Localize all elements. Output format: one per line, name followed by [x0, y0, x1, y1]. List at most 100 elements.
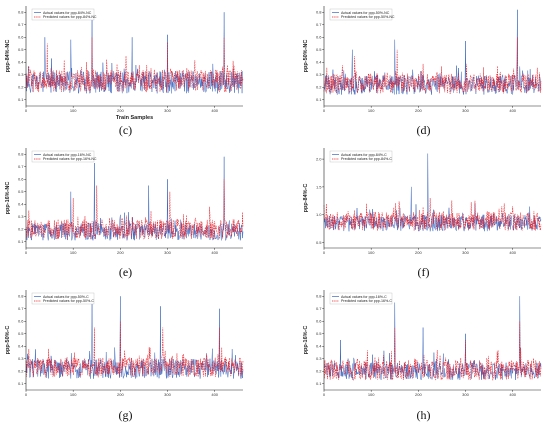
series-line-predicted [25, 321, 244, 378]
y-axis-label: ppp-16%-NC [5, 182, 11, 215]
y-tick-label: 0.2 [18, 85, 24, 90]
chart-panel-e: 0 100 200 300 400 0.1 0.2 0.3 0.4 0.5 0.6 0.7 0.8 ppp… [4, 144, 247, 282]
x-tick-label: 300 [164, 392, 171, 397]
y-tick-label: 0.1 [316, 97, 322, 102]
y-tick-label: 0.2 [316, 85, 322, 90]
x-tick-label: 0 [323, 392, 326, 397]
x-tick-label: 400 [211, 108, 218, 113]
y-tick-label: 0.6 [316, 319, 322, 324]
y-tick-label: 0.1 [18, 381, 24, 386]
y-tick-label: 0.2 [18, 227, 24, 232]
x-tick-label: 100 [368, 392, 375, 397]
y-tick-label: 0.3 [316, 72, 322, 77]
x-tick-label: 0 [25, 250, 28, 255]
x-tick-label: 200 [415, 108, 422, 113]
y-tick-label: 0.7 [316, 306, 322, 311]
y-tick-label: 0.6 [18, 35, 24, 40]
chart-panel-c: 0 100 200 300 400 0.1 0.2 0.3 0.4 0.5 0.6 0.7 0.8 Tra… [4, 2, 247, 140]
y-tick-label: 0.4 [316, 344, 322, 349]
axis-frame [323, 6, 541, 107]
y-tick-label: 0.5 [18, 189, 24, 194]
x-tick-label: 400 [211, 250, 218, 255]
x-tick-label: 100 [368, 108, 375, 113]
y-tick-label: 0.8 [316, 10, 322, 15]
chart-caption-h: (h) [416, 408, 431, 422]
chart-caption-d: (d) [416, 123, 431, 137]
chart-svg-f: 0 100 200 300 400 0.5 1.0 1.5 2.0 ppp-84%-C Actual… [303, 148, 542, 255]
legend-box [329, 292, 393, 305]
x-tick-label: 200 [415, 250, 422, 255]
y-tick-label: 0.4 [18, 344, 24, 349]
axis-frame [25, 6, 243, 107]
x-tick-label: 400 [509, 108, 516, 113]
x-tick-label: 200 [117, 250, 124, 255]
x-tick-label: 100 [368, 250, 375, 255]
y-tick-label: 0.2 [18, 369, 24, 374]
y-tick-label: 0.3 [18, 214, 24, 219]
y-tick-label: 0.1 [18, 97, 24, 102]
axis-frame [323, 148, 541, 249]
legend-box [329, 8, 393, 21]
legend-entry: Predicted values for ppp-84%-C [341, 157, 392, 161]
x-tick-label: 100 [70, 250, 77, 255]
legend-box [31, 292, 95, 305]
series-line-predicted [323, 37, 542, 94]
y-tick-label: 0.5 [316, 331, 322, 336]
legend-entry: Actual values for ppp-16%-NC [43, 153, 92, 157]
legend-box [329, 150, 393, 163]
y-tick-label: 0.4 [18, 60, 24, 65]
chart-svg-c: 0 100 200 300 400 0.1 0.2 0.3 0.4 0.5 0.6 0.7 0.8 Tra… [5, 6, 244, 121]
y-tick-label: 0.7 [18, 164, 24, 169]
chart-panel-d: 0 100 200 300 400 0.1 0.2 0.3 0.4 0.5 0.6 0.7 0.8 ppp… [302, 2, 545, 140]
y-tick-label: 0.8 [18, 10, 24, 15]
y-axis-label: ppp-50%-NC [303, 40, 309, 73]
legend-entry: Predicted values for ppp-50%-C [43, 299, 94, 303]
legend-entry: Actual values for ppp-16%-C [341, 295, 387, 299]
y-tick-label: 0.4 [316, 60, 322, 65]
y-axis-label: ppp-50%-C [5, 326, 11, 355]
x-tick-label: 0 [25, 108, 28, 113]
series-line-actual [323, 153, 542, 232]
y-tick-label: 1.5 [316, 184, 322, 189]
y-tick-label: 0.6 [316, 35, 322, 40]
y-tick-label: 0.1 [18, 239, 24, 244]
y-tick-label: 0.6 [18, 177, 24, 182]
legend-entry: Predicted values for ppp-16%-NC [43, 157, 97, 161]
x-tick-label: 400 [211, 392, 218, 397]
legend-entry: Actual values for ppp-84%-NC [43, 11, 92, 15]
x-tick-label: 100 [70, 392, 77, 397]
y-tick-label: 0.7 [18, 306, 24, 311]
legend-entry: Predicted values for ppp-50%-NC [341, 15, 395, 19]
legend-entry: Actual values for ppp-84%-C [341, 153, 387, 157]
y-tick-label: 2.0 [316, 157, 322, 162]
x-tick-label: 300 [462, 108, 469, 113]
series-line-predicted [323, 321, 542, 381]
y-tick-label: 0.5 [316, 47, 322, 52]
series-line-actual [25, 296, 244, 380]
chart-caption-c: (c) [118, 123, 133, 137]
y-tick-label: 0.8 [316, 294, 322, 299]
y-tick-label: 0.5 [18, 331, 24, 336]
y-tick-label: 0.3 [18, 72, 24, 77]
legend-entry: Actual values for ppp-50%-C [43, 295, 89, 299]
series-line-predicted [323, 197, 542, 231]
x-tick-label: 300 [462, 392, 469, 397]
series-line-predicted [25, 179, 244, 240]
x-tick-label: 100 [70, 108, 77, 113]
chart-svg-g: 0 100 200 300 400 0.1 0.2 0.3 0.4 0.5 0.6 0.7 0.8 ppp… [5, 290, 244, 397]
x-tick-label: 300 [462, 250, 469, 255]
x-tick-label: 300 [164, 250, 171, 255]
x-tick-label: 200 [117, 392, 124, 397]
chart-svg-h: 0 100 200 300 400 0.1 0.2 0.3 0.4 0.5 0.6 0.7 0.8 ppp… [303, 290, 542, 397]
x-tick-label: 400 [509, 250, 516, 255]
y-tick-label: 0.6 [18, 319, 24, 324]
chart-svg-d: 0 100 200 300 400 0.1 0.2 0.3 0.4 0.5 0.6 0.7 0.8 ppp… [303, 6, 542, 113]
x-axis-label: Train Samples [116, 115, 153, 121]
y-tick-label: 0.1 [316, 381, 322, 386]
y-tick-label: 0.7 [316, 22, 322, 27]
y-tick-label: 0.7 [18, 22, 24, 27]
y-tick-label: 0.5 [316, 240, 322, 245]
y-tick-label: 0.8 [18, 152, 24, 157]
y-tick-label: 0.5 [18, 47, 24, 52]
chart-caption-e: (e) [118, 265, 133, 279]
